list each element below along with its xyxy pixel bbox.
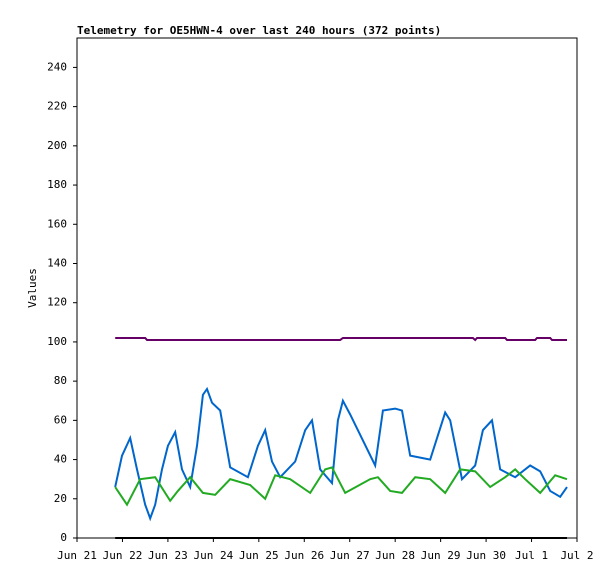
x-tick-label: Jul 1	[515, 549, 548, 562]
y-tick-label: 60	[54, 413, 67, 426]
x-tick-label: Jun 21	[57, 549, 97, 562]
chart-title: Telemetry for OE5HWN-4 over last 240 hou…	[77, 24, 441, 37]
y-tick-label: 140	[47, 256, 67, 269]
x-tick-label: Jun 23	[148, 549, 188, 562]
x-tick-label: Jun 28	[375, 549, 415, 562]
x-tick-label: Jun 29	[421, 549, 461, 562]
y-tick-label: 220	[47, 100, 67, 113]
x-tick-label: Jun 27	[330, 549, 370, 562]
x-tick-label: Jun 25	[239, 549, 279, 562]
y-tick-label: 40	[54, 453, 67, 466]
x-tick-label: Jun 30	[466, 549, 506, 562]
y-tick-label: 180	[47, 178, 67, 191]
y-tick-label: 120	[47, 296, 67, 309]
x-tick-label: Jun 24	[193, 549, 233, 562]
series-line	[115, 337, 567, 342]
y-tick-label: 80	[54, 374, 67, 387]
x-tick-label: Jul 2	[560, 549, 593, 562]
y-tick-label: 20	[54, 492, 67, 505]
y-tick-label: 160	[47, 217, 67, 230]
y-tick-label: 0	[60, 531, 67, 544]
y-tick-label: 200	[47, 139, 67, 152]
y-tick-label: 100	[47, 335, 67, 348]
y-tick-label: 240	[47, 60, 67, 73]
plot-frame	[76, 37, 578, 539]
series-line	[114, 386, 568, 522]
x-tick-label: Jun 22	[103, 549, 143, 562]
series-line	[114, 466, 568, 507]
x-tick-label: Jun 26	[284, 549, 324, 562]
y-axis-label: Values	[26, 268, 39, 308]
